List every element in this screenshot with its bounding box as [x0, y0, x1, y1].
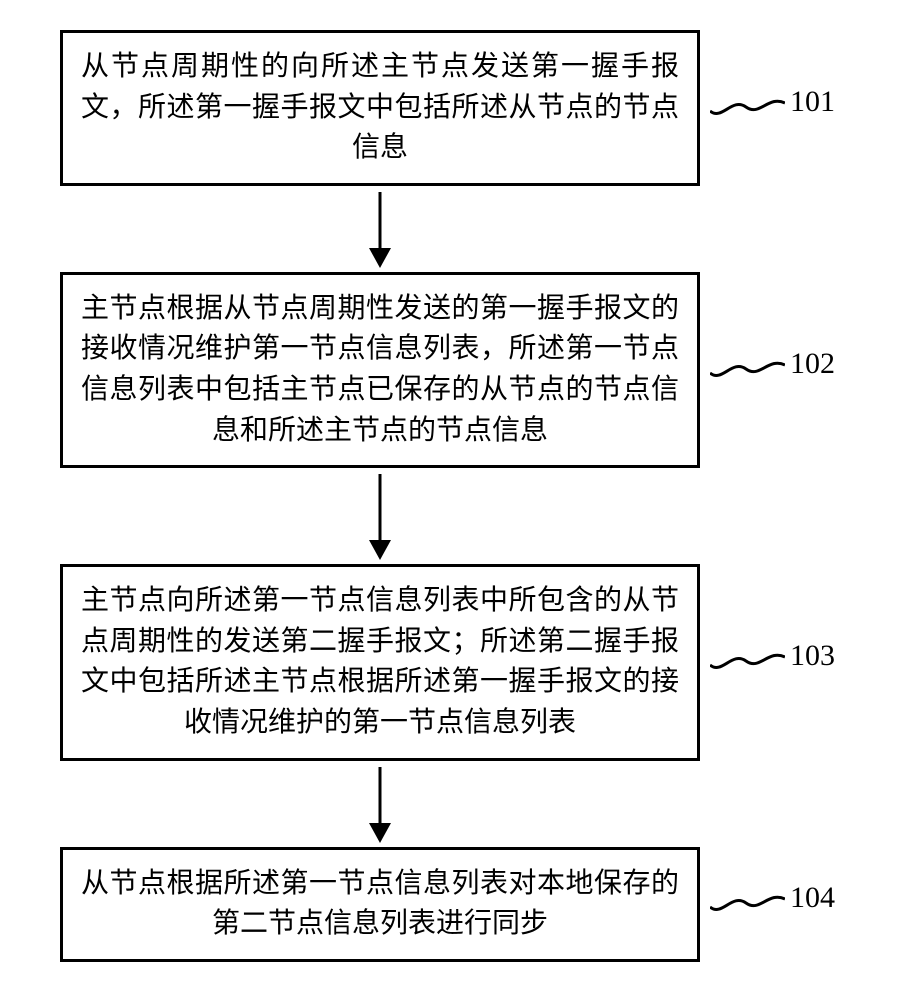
flowchart-container: 从节点周期性的向所述主节点发送第一握手报文，所述第一握手报文中包括所述从节点的节… [60, 30, 860, 962]
squiggle-icon [710, 889, 785, 919]
step-label: 102 [710, 345, 850, 395]
squiggle-icon [710, 355, 785, 385]
step-number: 101 [790, 85, 835, 119]
arrow-down-icon [367, 192, 393, 270]
flow-box: 主节点向所述第一节点信息列表中所包含的从节点周期性的发送第二握手报文；所述第二握… [60, 564, 700, 760]
flow-step: 从节点根据所述第一节点信息列表对本地保存的第二节点信息列表进行同步 104 [60, 847, 860, 962]
step-number: 104 [790, 881, 835, 915]
flow-arrow [60, 468, 700, 564]
squiggle-icon [710, 647, 785, 677]
arrow-down-icon [367, 474, 393, 562]
flow-box-text: 主节点根据从节点周期性发送的第一握手报文的接收情况维护第一节点信息列表，所述第一… [81, 293, 679, 446]
step-number: 102 [790, 347, 835, 381]
squiggle-icon [710, 93, 785, 123]
flow-arrow [60, 761, 700, 847]
flow-box-text: 从节点根据所述第一节点信息列表对本地保存的第二节点信息列表进行同步 [81, 868, 679, 940]
flow-box: 从节点周期性的向所述主节点发送第一握手报文，所述第一握手报文中包括所述从节点的节… [60, 30, 700, 186]
step-label: 103 [710, 637, 850, 687]
flow-box: 主节点根据从节点周期性发送的第一握手报文的接收情况维护第一节点信息列表，所述第一… [60, 272, 700, 468]
flow-arrow [60, 186, 700, 272]
step-label: 104 [710, 879, 850, 929]
flow-box-text: 主节点向所述第一节点信息列表中所包含的从节点周期性的发送第二握手报文；所述第二握… [81, 585, 679, 738]
flow-box-text: 从节点周期性的向所述主节点发送第一握手报文，所述第一握手报文中包括所述从节点的节… [81, 51, 679, 163]
step-label: 101 [710, 83, 850, 133]
step-number: 103 [790, 639, 835, 673]
flow-step: 主节点向所述第一节点信息列表中所包含的从节点周期性的发送第二握手报文；所述第二握… [60, 564, 860, 760]
flow-step: 主节点根据从节点周期性发送的第一握手报文的接收情况维护第一节点信息列表，所述第一… [60, 272, 860, 468]
flow-step: 从节点周期性的向所述主节点发送第一握手报文，所述第一握手报文中包括所述从节点的节… [60, 30, 860, 186]
flow-box: 从节点根据所述第一节点信息列表对本地保存的第二节点信息列表进行同步 [60, 847, 700, 962]
arrow-down-icon [367, 767, 393, 845]
